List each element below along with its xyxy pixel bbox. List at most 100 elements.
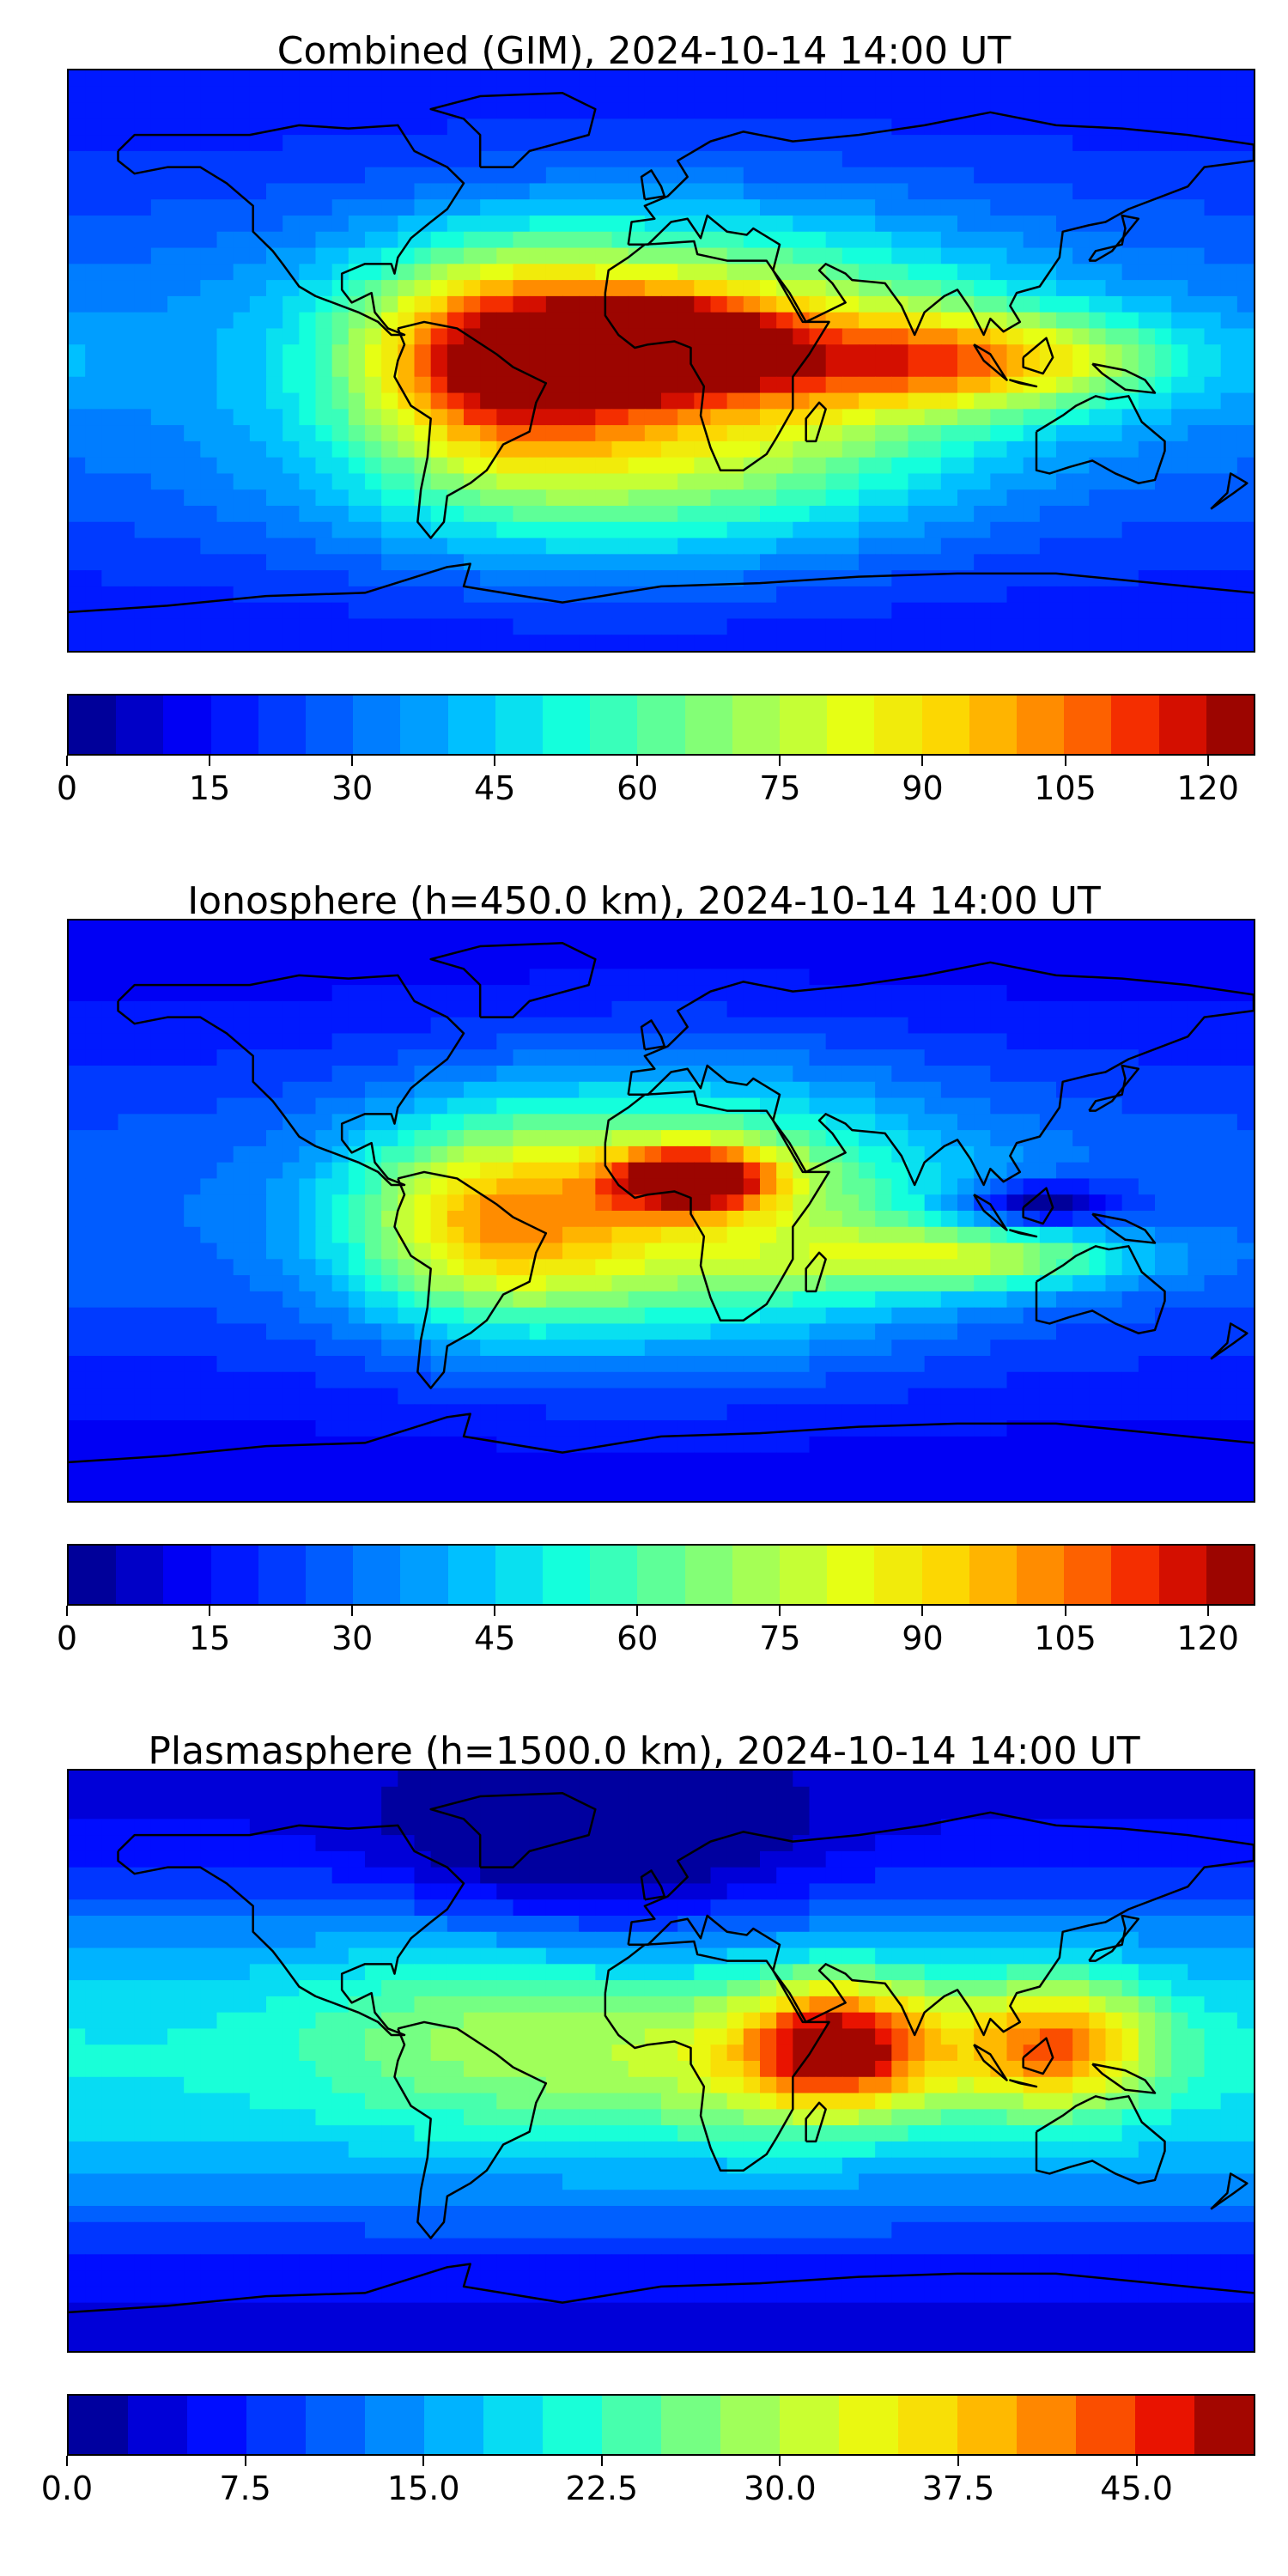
colorbar-segment: [447, 696, 495, 754]
colorbar-segment: [602, 2396, 661, 2454]
colorbar-segment: [1158, 696, 1206, 754]
coastline: [973, 1194, 1008, 1231]
colorbar-segment: [874, 1546, 922, 1604]
colorbar-segment: [116, 1546, 164, 1604]
colorbar-tick-label: 37.5: [921, 2470, 995, 2507]
colorbar-tick-label: 75: [759, 769, 801, 807]
colorbar-segment: [780, 696, 828, 754]
coastline: [805, 1251, 827, 1293]
coastline: [1022, 1187, 1054, 1225]
colorbar-tick: [636, 1606, 639, 1616]
colorbar-segment: [969, 696, 1018, 754]
colorbar-tick: [921, 756, 924, 766]
colorbar-segment: [187, 2396, 246, 2454]
coastline: [1009, 1229, 1038, 1238]
colorbar: [67, 2394, 1255, 2456]
coastline: [640, 1019, 666, 1051]
colorbar-segment: [353, 1546, 401, 1604]
coastline: [1091, 2063, 1157, 2094]
colorbar-segment: [1064, 696, 1112, 754]
colorbar-tick-label: 30.0: [744, 2470, 817, 2507]
colorbar-segment: [1064, 1546, 1112, 1604]
colorbar-segment: [306, 1546, 354, 1604]
colorbar-tick: [351, 756, 354, 766]
coastline: [640, 1869, 666, 1901]
colorbar-segment: [424, 2396, 483, 2454]
tec-field: [69, 920, 1254, 1501]
colorbar-segment: [400, 1546, 448, 1604]
colorbar-tick: [494, 1606, 496, 1616]
colorbar-segment: [495, 1546, 544, 1604]
colorbar-segment: [210, 1546, 258, 1604]
colorbar-segment: [258, 696, 307, 754]
coastline: [1210, 2172, 1249, 2210]
coastlines: [69, 942, 1254, 1464]
map-svg: [69, 920, 1254, 1501]
colorbar-segment: [128, 2396, 187, 2454]
colorbar-tick-label: 105: [1034, 1619, 1097, 1657]
colorbar-segment: [732, 696, 781, 754]
colorbar-segment: [827, 696, 875, 754]
panel-title: Ionosphere (h=450.0 km), 2024-10-14 14:0…: [187, 879, 1101, 923]
colorbar-segment: [353, 696, 401, 754]
map-svg: [69, 70, 1254, 651]
colorbar-tick: [957, 2456, 959, 2466]
colorbar-tick-label: 75: [759, 1619, 801, 1657]
colorbar-segment: [306, 696, 354, 754]
coastline: [429, 942, 597, 1018]
colorbar-tick-label: 90: [902, 1619, 944, 1657]
colorbar-tick-label: 60: [617, 769, 659, 807]
coastline: [604, 1940, 830, 2172]
colorbar-segment: [246, 2396, 306, 2454]
colorbar-segment: [306, 2396, 365, 2454]
colorbar-tick-label: 105: [1034, 769, 1097, 807]
tec-map: [67, 69, 1255, 653]
colorbar-tick: [244, 2456, 246, 2466]
colorbar-tick: [779, 1606, 781, 1616]
coastline: [627, 1811, 1254, 2037]
colorbar-ticks: 0.0 7.5 15.0 22.5 30.0 37.5 45.0: [41, 2456, 1255, 2507]
colorbar-tick-label: 45.0: [1100, 2470, 1173, 2507]
colorbar-segment: [1206, 1546, 1255, 1604]
colorbar-segment: [258, 1546, 307, 1604]
coastline: [1035, 2095, 1166, 2184]
colorbar-tick-label: 45: [474, 769, 516, 807]
colorbar-segment: [543, 696, 591, 754]
colorbar-tick-label: 30: [331, 769, 374, 807]
coastline: [69, 562, 1254, 614]
colorbar-segment: [684, 1546, 732, 1604]
coastline: [627, 961, 1254, 1187]
tec-map: [67, 919, 1255, 1503]
colorbar-segment: [590, 1546, 638, 1604]
colorbar-tick-label: 60: [617, 1619, 659, 1657]
colorbar-tick-label: 15: [188, 769, 231, 807]
colorbar-segment: [1017, 696, 1065, 754]
colorbar-segment: [210, 696, 258, 754]
coastline: [805, 2101, 827, 2143]
colorbar-segment: [543, 2396, 602, 2454]
coastline: [393, 2020, 548, 2239]
colorbar-tick-label: 45: [474, 1619, 516, 1657]
coastline: [1088, 214, 1140, 262]
colorbar-segment: [921, 1546, 969, 1604]
colorbar-segment: [163, 696, 211, 754]
coastline: [604, 1090, 830, 1321]
colorbar-segment: [780, 2396, 839, 2454]
colorbar-segment: [447, 1546, 495, 1604]
colorbar-segment: [637, 1546, 685, 1604]
coastline: [1091, 1212, 1157, 1244]
colorbar-tick: [1206, 1606, 1209, 1616]
colorbar-tick: [636, 756, 639, 766]
colorbar-tick-label: 15: [188, 1619, 231, 1657]
coastline: [1088, 1064, 1140, 1112]
coastline: [1035, 395, 1166, 484]
colorbar-tick: [66, 2456, 68, 2466]
coastline: [69, 1413, 1254, 1464]
coastline: [393, 320, 548, 539]
coastline: [1035, 1245, 1166, 1334]
colorbar-tick: [1135, 2456, 1138, 2466]
colorbar-tick-label: 0.0: [40, 2470, 94, 2507]
colorbar-segment: [69, 2396, 128, 2454]
colorbar-tick: [921, 1606, 924, 1616]
colorbar: [67, 1544, 1255, 1606]
